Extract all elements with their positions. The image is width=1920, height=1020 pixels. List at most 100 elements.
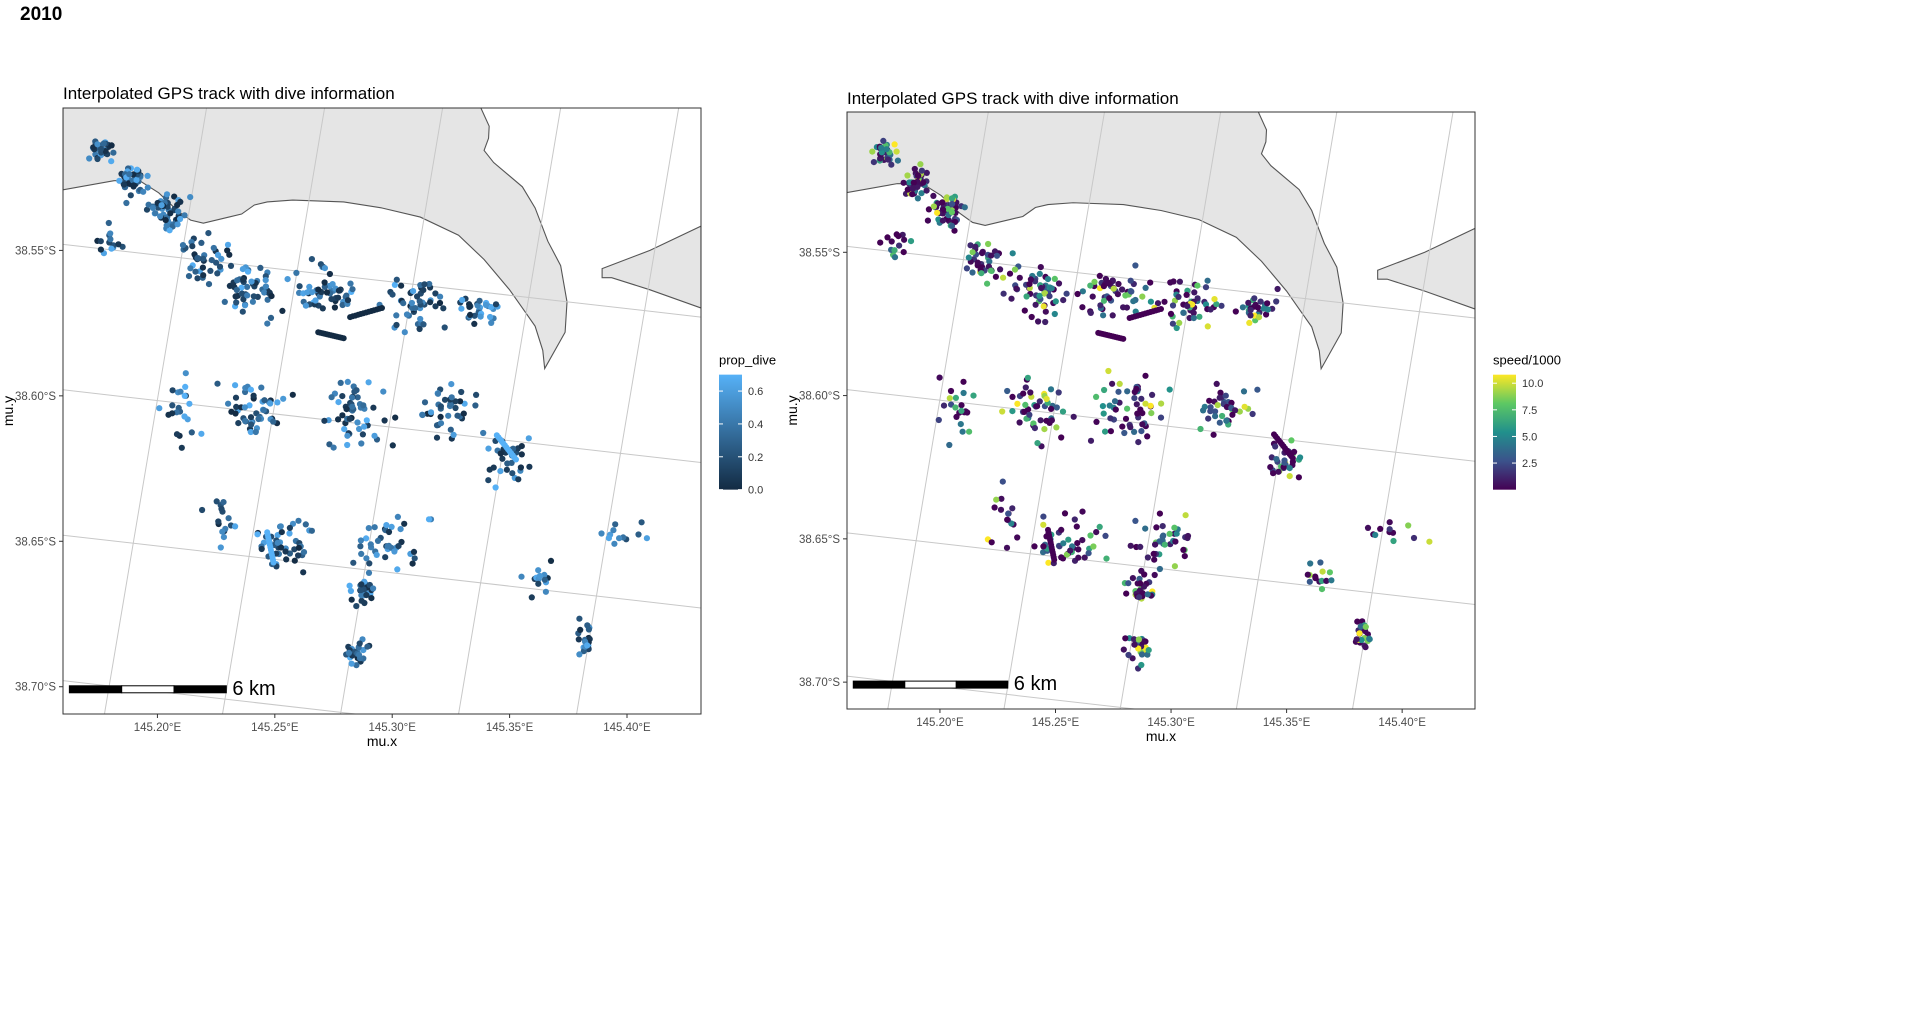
gps-point — [616, 535, 623, 542]
gps-point — [295, 517, 302, 524]
gps-point — [218, 505, 225, 513]
track-point — [379, 305, 385, 311]
gps-point — [1059, 408, 1067, 415]
gps-point — [426, 280, 433, 288]
x-tick-label: 145.40°E — [603, 722, 651, 734]
gps-point — [576, 615, 583, 622]
gps-point — [1034, 440, 1041, 447]
gps-point — [1255, 314, 1263, 321]
gps-point — [888, 238, 895, 245]
gps-point — [365, 379, 372, 386]
gps-point — [152, 210, 159, 217]
gps-point — [232, 410, 239, 417]
gps-point — [993, 496, 1000, 503]
gps-point — [416, 325, 423, 333]
gps-point — [258, 384, 265, 391]
gps-point — [335, 294, 342, 301]
gps-point — [1109, 312, 1116, 319]
gps-point — [471, 320, 478, 327]
gps-point — [187, 265, 194, 272]
gps-point — [356, 425, 363, 433]
gps-point — [247, 428, 254, 436]
gps-point — [344, 297, 352, 304]
gps-point — [328, 394, 335, 401]
gps-point — [953, 413, 960, 420]
gps-point — [998, 495, 1005, 502]
gps-point — [441, 324, 448, 331]
gps-point — [1357, 623, 1364, 630]
gps-point — [100, 140, 107, 147]
gps-point — [441, 396, 449, 403]
gps-point — [1116, 380, 1123, 387]
gps-point — [1245, 299, 1252, 306]
gps-point — [1023, 293, 1030, 300]
gps-point — [1211, 296, 1218, 303]
gps-point — [883, 146, 890, 153]
gps-point — [1053, 404, 1060, 411]
x-axis-title: mu.x — [1146, 728, 1176, 744]
gps-point — [452, 404, 459, 412]
gps-point — [337, 379, 344, 386]
gps-point — [436, 299, 444, 307]
gps-point — [437, 413, 444, 420]
legend-tick-label: 5.0 — [1522, 431, 1537, 443]
gps-point — [409, 560, 416, 567]
gps-point — [174, 221, 181, 228]
gps-point — [869, 148, 876, 155]
gps-point — [224, 241, 232, 248]
meridian-line — [1352, 112, 1454, 709]
gps-point — [156, 405, 163, 412]
gps-point — [488, 319, 495, 326]
gps-point — [957, 421, 964, 428]
gps-point — [1125, 651, 1132, 659]
gps-point — [1014, 534, 1021, 541]
gps-point — [1067, 547, 1074, 554]
gps-point — [242, 417, 249, 425]
gps-point — [978, 270, 985, 277]
gps-point — [395, 543, 402, 550]
gps-point — [1114, 291, 1121, 298]
gps-point — [364, 643, 371, 650]
gps-point — [250, 293, 257, 300]
legend-title: speed/1000 — [1493, 353, 1561, 368]
gps-point — [1071, 516, 1078, 523]
gps-point — [1138, 395, 1145, 402]
gps-point — [394, 566, 401, 573]
gps-point — [393, 312, 400, 319]
gps-point — [398, 282, 405, 289]
gps-point — [198, 239, 205, 246]
gps-point — [961, 204, 968, 211]
gps-point — [518, 451, 525, 458]
gps-point — [1236, 408, 1243, 415]
gps-point — [893, 148, 900, 155]
gps-point — [267, 400, 274, 407]
gps-point — [1120, 646, 1127, 653]
gps-point — [1136, 594, 1143, 601]
gps-point — [232, 394, 240, 401]
gps-point — [306, 283, 313, 290]
gps-point — [1107, 428, 1114, 435]
track-point — [1158, 306, 1164, 312]
gps-point — [1037, 264, 1044, 271]
gps-point — [1184, 303, 1191, 310]
gps-point — [262, 283, 269, 290]
x-tick-label: 145.25°E — [251, 722, 299, 734]
gps-point — [165, 411, 172, 418]
gps-point — [480, 429, 487, 437]
gps-point — [425, 516, 433, 523]
gps-point — [1354, 618, 1361, 625]
gps-point — [363, 535, 370, 542]
legend-colorbar — [1493, 374, 1516, 490]
gps-point — [192, 268, 199, 275]
gps-point — [891, 254, 899, 261]
gps-point — [917, 161, 924, 168]
track-point — [1120, 335, 1127, 342]
gps-point — [349, 394, 356, 401]
meridian-line — [458, 108, 562, 714]
gps-point — [232, 523, 239, 530]
gps-point — [1107, 415, 1114, 422]
gps-point — [302, 302, 309, 309]
gps-point — [321, 279, 328, 286]
gps-point — [244, 283, 251, 290]
gps-point — [1115, 388, 1122, 395]
